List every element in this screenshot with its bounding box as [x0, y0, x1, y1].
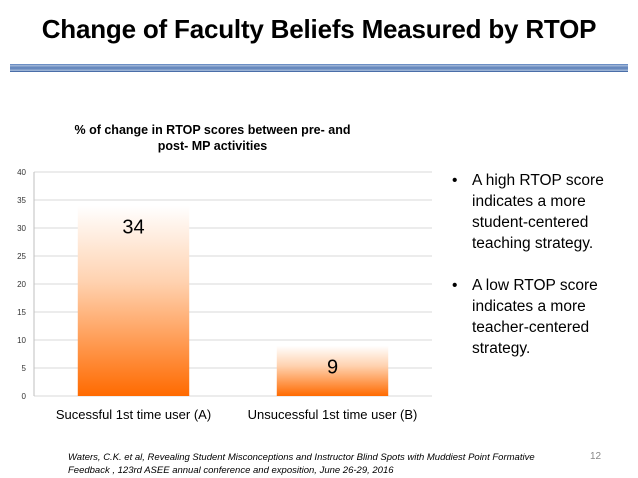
page-number: 12	[590, 451, 602, 462]
title-rule	[10, 64, 628, 72]
chart-title-line-1: % of change in RTOP scores between pre- …	[74, 123, 351, 137]
y-tick-label: 35	[17, 196, 26, 205]
y-tick-label: 5	[22, 364, 27, 373]
bar	[77, 205, 190, 396]
chart-title: % of change in RTOP scores between pre- …	[40, 122, 385, 154]
bullet-dot-icon: •	[452, 172, 458, 189]
y-tick-label: 30	[17, 224, 26, 233]
x-category-label: Sucessful 1st time user (A)	[56, 407, 211, 422]
bar-data-label: 34	[122, 217, 144, 239]
chart-title-line-2: post- MP activities	[157, 139, 268, 153]
y-tick-label: 40	[17, 168, 26, 177]
y-tick-label: 10	[17, 336, 26, 345]
citation-line-2: Feedback , 123rd ASEE annual conference …	[68, 465, 394, 476]
bullet-item: • A low RTOP score indicates a more teac…	[452, 275, 632, 359]
y-tick-label: 25	[17, 252, 26, 261]
slide-title: Change of Faculty Beliefs Measured by RT…	[41, 14, 597, 44]
citation-line-1: Waters, C.K. et al, Revealing Student Mi…	[68, 452, 535, 463]
bullet-list: • A high RTOP score indicates a more stu…	[452, 170, 632, 380]
y-tick-label: 15	[17, 308, 26, 317]
bullet-text: A low RTOP score indicates a more teache…	[472, 277, 598, 357]
bar-data-label: 9	[327, 357, 338, 379]
bar	[276, 345, 389, 396]
citation: Waters, C.K. et al, Revealing Student Mi…	[68, 451, 568, 477]
bullet-dot-icon: •	[452, 277, 458, 294]
y-tick-label: 0	[22, 392, 27, 401]
y-tick-label: 20	[17, 280, 26, 289]
bullet-text: A high RTOP score indicates a more stude…	[472, 172, 604, 252]
bullet-item: • A high RTOP score indicates a more stu…	[452, 170, 632, 254]
x-category-label: Unsucessful 1st time user (B)	[248, 407, 418, 422]
